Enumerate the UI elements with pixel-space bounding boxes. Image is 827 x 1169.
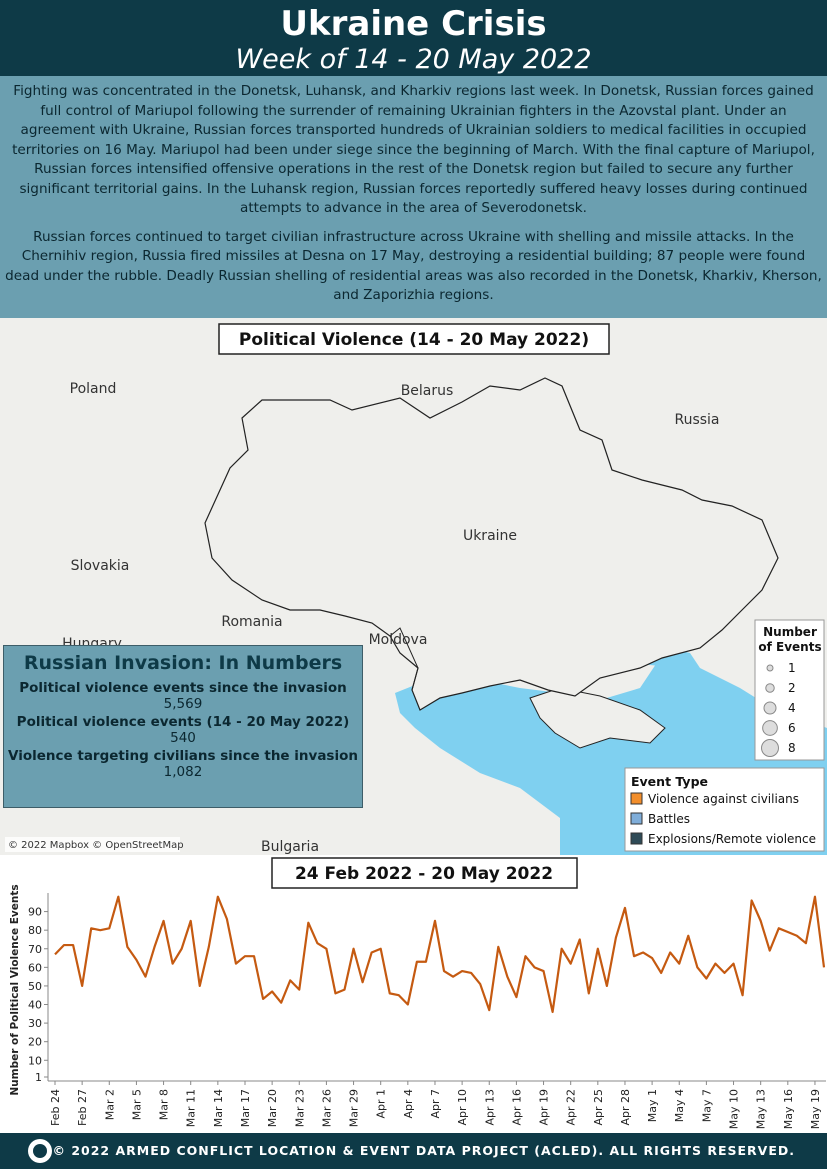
size-swatch: [766, 664, 774, 672]
numbers-box: Russian Invasion: In Numbers Political v…: [3, 645, 363, 808]
moldova-border: [389, 627, 419, 691]
size-label: 8: [788, 741, 796, 755]
country-label: Belarus: [401, 383, 454, 399]
crimea: [529, 687, 666, 749]
x-tick-label: Mar 5: [130, 1089, 143, 1120]
y-tick-label: 10: [28, 1054, 42, 1067]
size-label: 2: [788, 681, 796, 695]
type-swatch: [630, 792, 643, 805]
x-tick-label: Mar 26: [320, 1089, 333, 1127]
country-label: Russia: [674, 412, 719, 428]
y-tick-label: 90: [28, 906, 42, 919]
y-tick-label: 80: [28, 924, 42, 937]
legend-title: Number: [763, 625, 817, 639]
chart-title: 24 Feb 2022 - 20 May 2022: [295, 864, 553, 884]
y-axis-label: Number of Political Violence Events: [9, 884, 21, 1095]
stat-label: Violence targeting civilians since the i…: [8, 748, 358, 764]
x-tick-label: Mar 11: [185, 1089, 198, 1127]
paragraph: Fighting was concentrated in the Donetsk…: [12, 83, 815, 216]
x-tick-label: Mar 14: [212, 1089, 225, 1127]
x-tick-label: May 16: [782, 1089, 795, 1129]
y-tick-label: 70: [28, 943, 42, 956]
x-tick-label: Feb 27: [76, 1089, 89, 1126]
numbers-title: Russian Invasion: In Numbers: [23, 652, 343, 674]
x-tick-label: Apr 4: [402, 1089, 415, 1119]
size-label: 1: [788, 661, 796, 675]
legend-title: Event Type: [631, 774, 708, 789]
copyright: © 2022 ARMED CONFLICT LOCATION & EVENT D…: [52, 1143, 795, 1158]
x-tick-label: Apr 1: [375, 1089, 388, 1119]
type-legend: [624, 767, 825, 852]
x-tick-label: Apr 25: [592, 1089, 605, 1126]
map-title: Political Violence (14 - 20 May 2022): [239, 330, 589, 350]
country-label: Ukraine: [463, 528, 517, 544]
map-title-box: [218, 323, 610, 355]
x-tick-label: Apr 13: [483, 1089, 496, 1126]
paragraph: Russian forces continued to target civil…: [5, 228, 822, 304]
y-tick-label: 40: [28, 999, 42, 1012]
size-swatch: [762, 720, 778, 736]
stat-value: 1,082: [163, 764, 203, 780]
summary: Fighting was concentrated in the Donetsk…: [0, 76, 827, 318]
y-tick-label: 20: [28, 1036, 42, 1049]
x-tick-label: Feb 24: [49, 1089, 62, 1126]
attribution-bg: [5, 837, 180, 852]
attribution: © 2022 Mapbox © OpenStreetMap: [8, 840, 184, 851]
country-label: Bulgaria: [261, 839, 319, 855]
x-tick-label: May 7: [700, 1089, 713, 1122]
stat-value: 5,569: [163, 696, 203, 712]
country-label: Moldova: [369, 632, 428, 648]
stat-value: 540: [170, 730, 196, 746]
x-tick-label: May 13: [755, 1089, 768, 1129]
x-tick-label: Apr 10: [456, 1089, 469, 1126]
y-tick-label: 50: [28, 980, 42, 993]
size-swatch: [761, 739, 779, 757]
size-label: 4: [788, 701, 796, 715]
type-label: Violence against civilians: [648, 792, 799, 806]
type-swatch: [630, 832, 643, 845]
chart: 24 Feb 2022 - 20 May 2022 Number of Poli…: [9, 857, 826, 1129]
size-swatch: [765, 683, 775, 693]
type-label: Explosions/Remote violence: [648, 832, 816, 846]
line: [54, 895, 826, 1014]
x-tick-label: Mar 17: [239, 1089, 252, 1127]
chart-title-box: [271, 857, 578, 889]
size-label: 6: [788, 721, 796, 735]
y-tick-label: 60: [28, 961, 42, 974]
country-label: Slovakia: [71, 558, 130, 574]
subtitle: Week of 14 - 20 May 2022: [235, 44, 592, 75]
stat-label: Political violence events since the inva…: [19, 680, 347, 696]
x-tick-label: May 4: [673, 1089, 686, 1122]
x-tick-label: Mar 20: [266, 1089, 279, 1127]
country-label: Romania: [221, 614, 282, 630]
x-tick-label: Apr 16: [510, 1089, 523, 1126]
logo: [28, 1139, 52, 1163]
stat-label: Political violence events (14 - 20 May 2…: [16, 714, 350, 730]
x-tick-label: Mar 8: [158, 1089, 171, 1120]
country-label: Poland: [70, 381, 117, 397]
title: Ukraine Crisis: [280, 4, 547, 44]
footer: © 2022 ARMED CONFLICT LOCATION & EVENT D…: [0, 1133, 827, 1169]
x-tick-label: Mar 23: [293, 1089, 306, 1127]
header: Ukraine Crisis Week of 14 - 20 May 2022: [0, 0, 827, 76]
size-swatch: [763, 701, 777, 715]
x-tick-label: May 19: [809, 1089, 822, 1129]
y-tick-label: 1: [35, 1071, 42, 1084]
x-tick-label: Apr 19: [538, 1089, 551, 1126]
x-tick-label: May 1: [646, 1089, 659, 1122]
x-tick-label: Apr 22: [565, 1089, 578, 1126]
x-tick-label: Apr 28: [619, 1089, 632, 1126]
x-tick-label: May 10: [728, 1089, 741, 1129]
x-tick-label: Mar 29: [348, 1089, 361, 1127]
type-label: Battles: [648, 812, 690, 826]
legend-title: of Events: [758, 640, 821, 654]
type-swatch: [630, 812, 643, 825]
x-tick-label: Apr 7: [429, 1089, 442, 1119]
y-tick-label: 30: [28, 1017, 42, 1030]
x-tick-label: Mar 2: [103, 1089, 116, 1120]
